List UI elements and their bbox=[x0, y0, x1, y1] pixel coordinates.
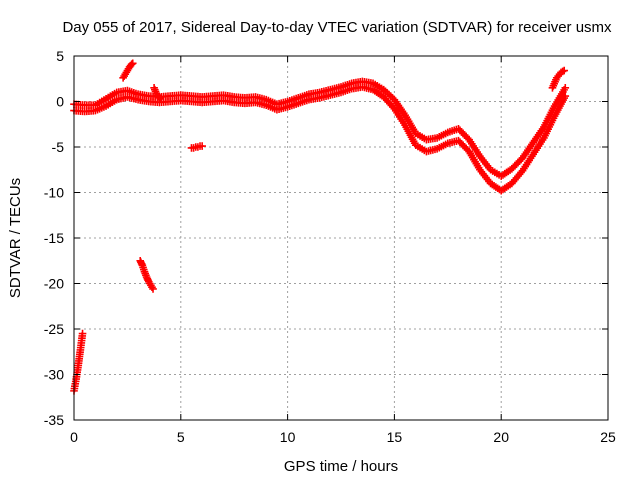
data-point bbox=[78, 329, 87, 338]
x-tick-label: 25 bbox=[600, 429, 616, 445]
x-tick-label: 15 bbox=[387, 429, 403, 445]
chart-title: Day 055 of 2017, Sidereal Day-to-day VTE… bbox=[62, 19, 612, 36]
y-tick-label: 0 bbox=[56, 94, 64, 110]
y-tick-label: -5 bbox=[52, 139, 65, 155]
data-point bbox=[149, 285, 157, 293]
y-tick-label: -35 bbox=[44, 412, 64, 428]
y-tick-label: -15 bbox=[44, 230, 64, 246]
data-point bbox=[128, 59, 137, 68]
grid-lines bbox=[74, 56, 608, 420]
x-axis-label: GPS time / hours bbox=[284, 458, 398, 475]
y-tick-label: -10 bbox=[44, 185, 64, 201]
data-points bbox=[70, 59, 570, 395]
x-tick-label: 10 bbox=[280, 429, 296, 445]
y-axis-label: SDTVAR / TECUs bbox=[7, 178, 24, 298]
data-point bbox=[561, 84, 570, 92]
y-tick-label: 5 bbox=[56, 48, 64, 64]
x-tick-label: 20 bbox=[493, 429, 509, 445]
y-tick-label: -25 bbox=[44, 321, 64, 337]
x-tick-label: 0 bbox=[70, 429, 78, 445]
data-point bbox=[127, 60, 136, 68]
y-tick-label: -30 bbox=[44, 367, 64, 383]
y-tick-label: -20 bbox=[44, 276, 64, 292]
axis-tick-labels: 0 5 10 15 20 25 -35 -30 -25 -20 -15 -10 -5 0 5 bbox=[44, 48, 616, 445]
data-point bbox=[198, 142, 206, 150]
data-point bbox=[561, 92, 570, 100]
data-point bbox=[560, 66, 569, 75]
axis-ticks bbox=[73, 55, 609, 421]
x-tick-label: 5 bbox=[177, 429, 185, 445]
